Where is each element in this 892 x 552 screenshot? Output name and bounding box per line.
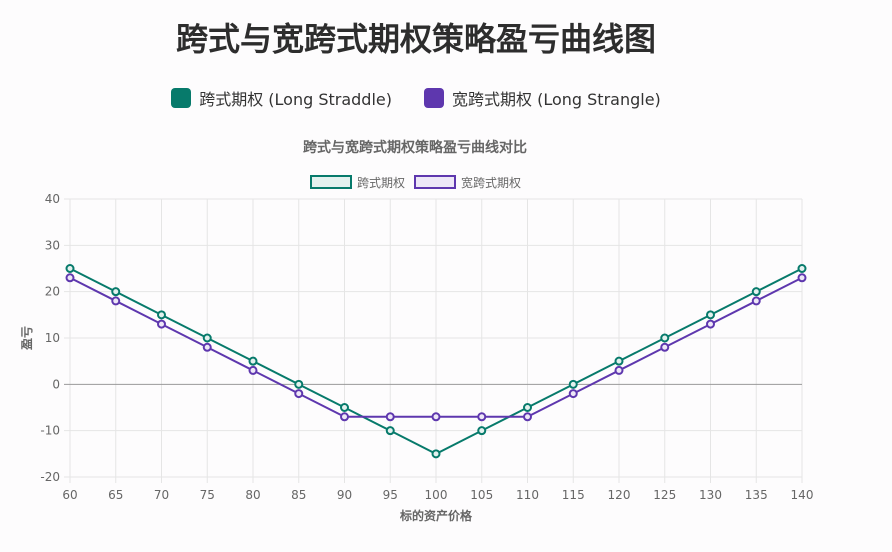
series-layer xyxy=(65,264,807,459)
legend-item-straddle[interactable]: 跨式期权 (Long Straddle) xyxy=(171,86,392,110)
x-tick-label: 110 xyxy=(516,488,539,502)
data-point[interactable] xyxy=(65,264,75,273)
data-point[interactable] xyxy=(523,412,532,422)
page-title: 跨式与宽跨式期权策略盈亏曲线图 xyxy=(175,20,656,58)
data-point[interactable] xyxy=(660,333,670,343)
data-point[interactable] xyxy=(340,403,349,412)
legend-swatch-strangle xyxy=(424,88,444,108)
data-point[interactable] xyxy=(111,296,121,306)
x-tick-label: 85 xyxy=(291,488,306,502)
data-point[interactable] xyxy=(660,342,670,352)
y-tick-label: 30 xyxy=(45,238,60,252)
x-tick-label: 115 xyxy=(562,488,585,502)
x-tick-label: 100 xyxy=(425,488,448,502)
y-tick-label: 10 xyxy=(45,331,60,345)
top-legend: 跨式期权 (Long Straddle) 宽跨式期权 (Long Strangl… xyxy=(0,86,832,110)
data-point[interactable] xyxy=(248,356,258,366)
data-point[interactable] xyxy=(797,264,807,273)
data-point[interactable] xyxy=(523,403,532,412)
x-tick-label: 120 xyxy=(608,488,631,502)
x-axis-label: 标的资产价格 xyxy=(399,508,473,523)
data-point[interactable] xyxy=(294,379,304,389)
x-tick-label: 60 xyxy=(62,488,77,502)
data-point[interactable] xyxy=(385,412,395,422)
y-tick-label: 40 xyxy=(45,192,60,206)
legend-item-strangle[interactable]: 宽跨式期权 (Long Strangle) xyxy=(424,86,661,110)
chart-title: 跨式与宽跨式期权策略盈亏曲线对比 xyxy=(303,139,527,156)
x-tick-label: 130 xyxy=(699,488,722,502)
data-point[interactable] xyxy=(477,412,487,422)
data-point[interactable] xyxy=(568,379,578,389)
series-1 xyxy=(65,273,807,422)
data-point[interactable] xyxy=(431,449,441,459)
legend-swatch-straddle xyxy=(171,88,192,108)
data-point[interactable] xyxy=(751,287,761,297)
y-tick-label: -20 xyxy=(40,470,60,484)
data-point[interactable] xyxy=(797,273,807,283)
y-tick-label: -10 xyxy=(40,424,60,438)
data-point[interactable] xyxy=(706,319,715,329)
x-axis-ticks: 60 65 70 75 80 85 90 95 100 105 110 115 120 125 130 135… xyxy=(62,488,813,502)
data-point[interactable] xyxy=(614,356,624,366)
data-point[interactable] xyxy=(111,287,121,297)
chart-legend-label: 跨式期权 xyxy=(357,176,405,190)
x-tick-label: 135 xyxy=(745,488,768,502)
x-tick-label: 65 xyxy=(108,488,123,502)
x-tick-label: 90 xyxy=(337,488,352,502)
legend-label-straddle: 跨式期权 (Long Straddle) xyxy=(199,90,392,109)
y-axis-label: 盈亏 xyxy=(20,326,34,351)
data-point[interactable] xyxy=(477,426,487,436)
x-tick-label: 140 xyxy=(791,488,814,502)
x-tick-label: 95 xyxy=(383,488,398,502)
data-point[interactable] xyxy=(157,310,166,320)
chart-legend-item-1[interactable]: 宽跨式期权 xyxy=(414,175,521,190)
chart-legend-item-0[interactable]: 跨式期权 xyxy=(310,175,405,190)
x-tick-label: 105 xyxy=(470,488,493,502)
data-point[interactable] xyxy=(706,310,715,320)
series-0 xyxy=(65,264,807,459)
data-point[interactable] xyxy=(248,365,258,375)
data-point[interactable] xyxy=(202,333,212,343)
x-tick-label: 80 xyxy=(245,488,260,502)
data-point[interactable] xyxy=(340,412,349,422)
legend-label-strangle: 宽跨式期权 (Long Strangle) xyxy=(452,90,661,109)
chart-legend: 跨式期权 宽跨式期权 xyxy=(310,175,521,190)
chart-legend-swatch xyxy=(414,175,456,189)
chart-legend-swatch xyxy=(310,175,352,189)
data-point[interactable] xyxy=(385,426,395,436)
data-point[interactable] xyxy=(751,296,761,306)
data-point[interactable] xyxy=(157,319,166,329)
data-point[interactable] xyxy=(202,342,212,352)
data-point[interactable] xyxy=(568,389,578,399)
chart-legend-label: 宽跨式期权 xyxy=(461,175,521,190)
data-point[interactable] xyxy=(431,412,441,422)
data-point[interactable] xyxy=(65,273,75,283)
y-tick-label: 0 xyxy=(52,377,60,391)
y-axis-ticks: -20 -10 0 10 20 30 40 xyxy=(40,192,60,484)
x-tick-label: 75 xyxy=(200,488,215,502)
data-point[interactable] xyxy=(294,389,304,399)
x-tick-label: 70 xyxy=(154,488,169,502)
x-tick-label: 125 xyxy=(653,488,676,502)
grid xyxy=(64,198,803,483)
y-tick-label: 20 xyxy=(45,285,60,299)
data-point[interactable] xyxy=(614,365,624,375)
